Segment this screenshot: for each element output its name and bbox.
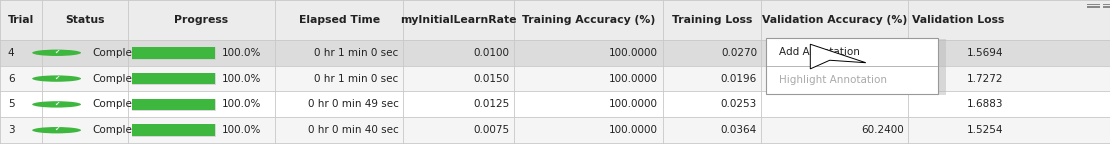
Text: 3: 3	[8, 125, 14, 135]
Bar	[132, 73, 214, 84]
Text: 0.0253: 0.0253	[720, 99, 757, 109]
Text: 0 hr 0 min 49 sec: 0 hr 0 min 49 sec	[307, 99, 398, 109]
Circle shape	[32, 50, 81, 56]
Text: Status: Status	[65, 15, 104, 25]
Text: Trial: Trial	[8, 15, 34, 25]
Bar	[132, 47, 214, 59]
Text: 0.0364: 0.0364	[720, 125, 757, 135]
Text: 0.0196: 0.0196	[720, 74, 757, 84]
Text: ✔: ✔	[54, 127, 59, 132]
Text: 4: 4	[8, 48, 14, 58]
Text: 100.0%: 100.0%	[221, 48, 261, 58]
Text: 1.5694: 1.5694	[967, 48, 1003, 58]
Text: Elapsed Time: Elapsed Time	[299, 15, 380, 25]
Bar	[766, 38, 938, 94]
Text: 100.0%: 100.0%	[221, 74, 261, 84]
Text: Add Annotation: Add Annotation	[779, 47, 860, 57]
Text: 61.5500: 61.5500	[860, 48, 904, 58]
Bar	[132, 99, 214, 110]
Text: Complete: Complete	[92, 125, 142, 135]
Bar	[132, 73, 214, 84]
Text: Progress: Progress	[174, 15, 229, 25]
Text: 0 hr 1 min 0 sec: 0 hr 1 min 0 sec	[314, 48, 398, 58]
Text: 1.5254: 1.5254	[967, 125, 1003, 135]
Text: 1.7272: 1.7272	[967, 74, 1003, 84]
Text: 0 hr 1 min 0 sec: 0 hr 1 min 0 sec	[314, 74, 398, 84]
Bar	[1103, 6, 1110, 8]
Text: ✔: ✔	[54, 76, 59, 81]
Text: 100.0%: 100.0%	[221, 125, 261, 135]
Text: 100.0000: 100.0000	[609, 125, 658, 135]
Bar	[1087, 4, 1100, 5]
Polygon shape	[810, 44, 866, 69]
Text: Complete: Complete	[92, 48, 142, 58]
Text: 5: 5	[8, 99, 14, 109]
Text: Validation Loss: Validation Loss	[911, 15, 1005, 25]
Text: 60.2400: 60.2400	[860, 125, 904, 135]
Bar	[1087, 6, 1100, 8]
Bar	[0, 0, 1110, 40]
Circle shape	[32, 101, 81, 108]
Text: 6: 6	[8, 74, 14, 84]
Text: 0.0270: 0.0270	[720, 48, 757, 58]
Text: 100.0000: 100.0000	[609, 99, 658, 109]
Bar	[132, 124, 214, 136]
Bar	[0, 91, 1110, 117]
Text: Training Accuracy (%): Training Accuracy (%)	[522, 15, 655, 25]
Bar	[0, 66, 1110, 91]
Bar	[132, 47, 214, 59]
Bar	[1103, 4, 1110, 5]
Circle shape	[32, 127, 81, 133]
Text: myInitialLearnRate: myInitialLearnRate	[401, 15, 516, 25]
Text: Validation Accuracy (%): Validation Accuracy (%)	[763, 15, 907, 25]
Circle shape	[32, 75, 81, 82]
Text: 0.0125: 0.0125	[473, 99, 509, 109]
Bar	[0, 40, 1110, 66]
Text: Highlight Annotation: Highlight Annotation	[779, 75, 887, 85]
Text: ✔: ✔	[54, 102, 59, 106]
Text: 0.0100: 0.0100	[474, 48, 509, 58]
Text: Training Loss: Training Loss	[672, 15, 753, 25]
Text: 100.0000: 100.0000	[609, 48, 658, 58]
Bar	[770, 39, 946, 95]
Text: 0.0150: 0.0150	[473, 74, 509, 84]
Text: 0.0075: 0.0075	[473, 125, 509, 135]
Text: 100.0%: 100.0%	[221, 99, 261, 109]
Text: ✔: ✔	[54, 50, 59, 55]
Text: 0 hr 0 min 40 sec: 0 hr 0 min 40 sec	[307, 125, 398, 135]
Text: 1.6883: 1.6883	[967, 99, 1003, 109]
Text: Complete: Complete	[92, 99, 142, 109]
Bar	[0, 117, 1110, 143]
Bar	[132, 99, 214, 110]
Bar	[132, 124, 214, 136]
Text: 100.0000: 100.0000	[609, 74, 658, 84]
Text: Complete: Complete	[92, 74, 142, 84]
